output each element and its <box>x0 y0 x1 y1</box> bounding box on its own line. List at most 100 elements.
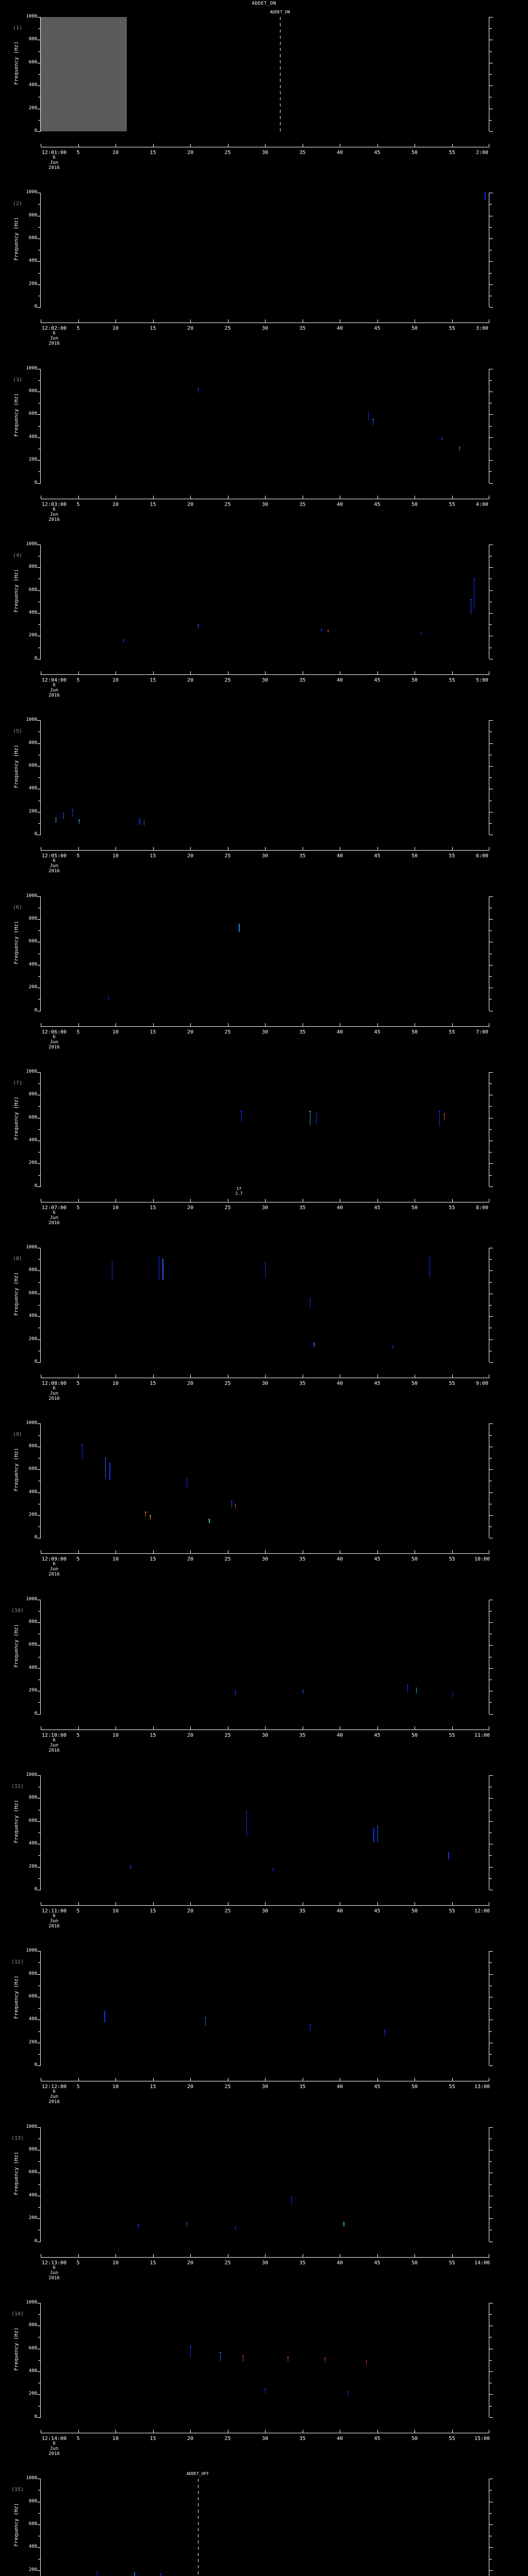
x-tick-label: 55 <box>449 1205 455 1211</box>
y-tick <box>489 380 492 381</box>
detection-mark <box>452 1693 453 1698</box>
y-axis-title-wrap: Frequency (Hz) <box>5 1423 20 1538</box>
x-tick-label: 10 <box>112 1029 119 1035</box>
y-tick <box>37 2127 41 2128</box>
y-tick <box>489 17 493 18</box>
x-tick-label: 45 <box>374 150 381 156</box>
x-tick-label: 35 <box>299 1556 306 1563</box>
spectrogram-image <box>41 1072 489 1187</box>
y-tick <box>37 2218 41 2219</box>
y-tick <box>37 460 41 461</box>
x-axis-date-label: 6 Jun 2016 <box>48 1562 60 1578</box>
y-tick <box>489 2207 492 2208</box>
x-tick-label: 35 <box>299 2084 306 2090</box>
x-tick <box>265 495 266 499</box>
y-tick-label: 600 <box>28 939 37 944</box>
x-tick-label: 15 <box>150 1732 156 1738</box>
x-tick-label: 10 <box>112 677 119 683</box>
detection-mark <box>108 995 109 1000</box>
detection-mark <box>150 1515 151 1519</box>
y-tick <box>37 2570 41 2571</box>
x-tick-label: 50 <box>411 853 418 859</box>
detection-mark <box>63 812 64 819</box>
x-tick-label: 15 <box>150 501 156 507</box>
y-tick <box>37 1469 41 1470</box>
detection-mark-cap <box>62 812 64 814</box>
x-tick <box>153 1550 154 1554</box>
y-tick <box>489 2371 493 2372</box>
y-tick-label: 600 <box>28 411 37 417</box>
x-tick-label-end: 6:00 <box>475 853 489 859</box>
x-tick-label: 55 <box>449 150 455 156</box>
x-tick-label: 30 <box>261 1908 269 1914</box>
x-tick-label: 40 <box>336 501 343 507</box>
detection-mark <box>448 1852 449 1859</box>
y-tick <box>37 1423 41 1425</box>
y-tick <box>489 273 492 274</box>
x-tick <box>78 2253 79 2258</box>
x-tick-label-end: 7:00 <box>475 1029 489 1035</box>
y-tick-labels: 1000 800 600 400 200 0 <box>14 717 37 837</box>
y-tick <box>38 471 41 472</box>
x-tick-label: 5 <box>76 677 80 683</box>
x-tick-label: 50 <box>411 326 418 332</box>
x-tick <box>452 495 453 499</box>
y-tick-label: 0 <box>34 1359 37 1365</box>
y-tick <box>37 261 41 262</box>
y-tick <box>37 17 41 18</box>
y-tick <box>38 204 41 205</box>
x-tick <box>78 1375 79 1379</box>
spectrogram-image <box>41 896 489 1011</box>
detection-mark-cap <box>441 437 443 438</box>
y-axis-title-wrap: Frequency (Hz) <box>5 2127 20 2242</box>
y-axis-title-wrap: Frequency (Hz) <box>5 2479 20 2576</box>
x-tick-label-end: 8:00 <box>475 1205 489 1211</box>
x-tick <box>78 1023 79 1027</box>
panel-number: (5) <box>12 728 23 735</box>
detection-mark-cap <box>448 1852 450 1853</box>
y-axis-title-wrap: Frequency (Hz) <box>5 1072 20 1187</box>
y-tick <box>489 1867 493 1868</box>
x-tick-label: 10 <box>112 501 119 507</box>
x-tick-label: 50 <box>411 2435 418 2442</box>
detection-mark <box>205 2018 206 2026</box>
x-tick <box>452 2429 453 2433</box>
detection-mark-cap <box>320 629 322 630</box>
x-tick-label: 50 <box>411 2084 418 2090</box>
y-tick <box>38 1175 41 1176</box>
y-tick <box>489 1855 492 1856</box>
detection-mark-cap <box>96 2571 98 2572</box>
y-axis-title: Frequency (Hz) <box>13 2503 20 2547</box>
y-tick-label: 200 <box>28 457 37 463</box>
y-tick-labels: 1000 800 600 400 200 0 <box>14 1069 37 1188</box>
x-tick <box>377 1902 378 1906</box>
spectrogram-panel: (8) 1000 800 600 400 200 0 Frequency (Hz) 5 10 15 2… <box>0 1239 528 1414</box>
y-tick <box>37 1163 41 1164</box>
x-tick-label: 55 <box>449 1556 455 1563</box>
y-tick-label: 200 <box>28 1688 37 1693</box>
y-tick <box>489 624 492 625</box>
x-tick-label: 55 <box>449 853 455 859</box>
y-tick-label: 0 <box>34 2062 37 2068</box>
x-tick-label: 15 <box>150 2435 156 2442</box>
x-tick <box>78 144 79 147</box>
y-tick-label: 400 <box>28 786 37 791</box>
y-tick <box>489 120 492 121</box>
x-tick-label: 35 <box>299 501 306 507</box>
event-marker-label: ADDET_ON <box>270 10 290 14</box>
y-tick-label: 400 <box>28 2016 37 2022</box>
y-tick <box>38 426 41 427</box>
detection-mark <box>130 1866 131 1870</box>
x-tick-label: 25 <box>224 2435 231 2442</box>
x-tick-label-end: 12:00 <box>474 1908 490 1914</box>
y-tick-label: 400 <box>28 1489 37 1495</box>
x-tick-label: 10 <box>112 1732 119 1738</box>
x-tick-label-start: 12:06:00 <box>41 1029 67 1035</box>
y-tick-label: 1000 <box>26 717 37 723</box>
y-tick-label: 400 <box>28 2544 37 2550</box>
detection-mark <box>220 2352 221 2362</box>
y-tick <box>489 2161 492 2162</box>
y-tick <box>38 2054 41 2055</box>
y-tick <box>37 2524 41 2525</box>
